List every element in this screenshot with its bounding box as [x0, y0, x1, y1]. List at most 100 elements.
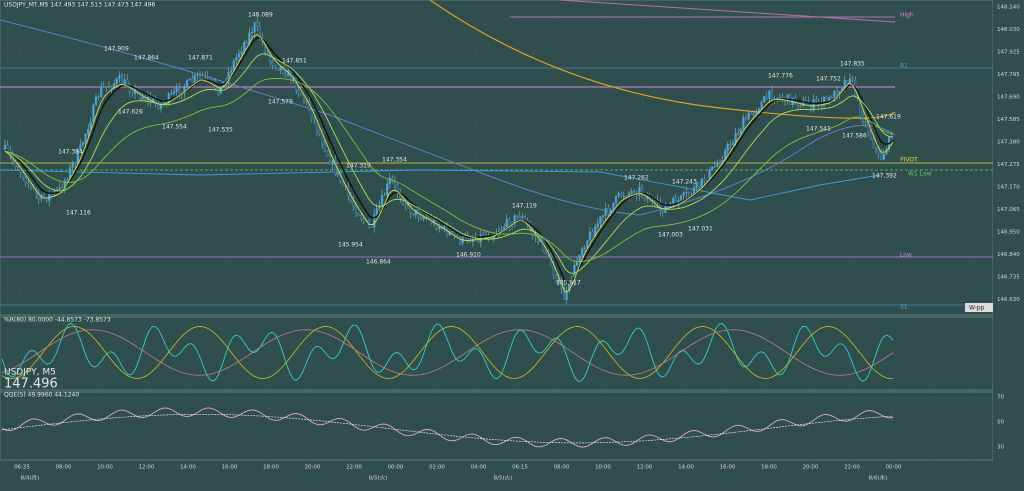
time-label: 16:00	[720, 465, 736, 471]
price-annotation: 147.354	[382, 157, 407, 164]
candle	[744, 117, 748, 120]
candle	[227, 72, 230, 83]
candle	[880, 153, 883, 160]
date-label: 8/4(月)	[21, 475, 40, 482]
candle	[438, 226, 441, 229]
candle	[318, 130, 321, 135]
time-label: 22:00	[844, 465, 860, 471]
candle	[185, 79, 189, 88]
candle	[300, 93, 303, 97]
candle	[19, 169, 22, 173]
candle	[66, 179, 69, 181]
main-panel	[0, 0, 994, 316]
candle	[822, 96, 826, 106]
price-annotation: 147.554	[162, 124, 187, 131]
candle	[713, 166, 716, 168]
candle	[284, 73, 287, 77]
qqe-axis-label: 50	[997, 420, 1004, 426]
candle	[383, 194, 386, 196]
price-annotation: 147.116	[66, 210, 91, 217]
osc-line	[1, 326, 894, 379]
candle	[58, 187, 61, 190]
candle	[16, 166, 20, 170]
time-label: 12:00	[139, 465, 155, 471]
candle	[419, 217, 423, 220]
candle	[313, 118, 316, 121]
candle	[63, 180, 66, 190]
candle	[198, 74, 202, 75]
candle	[685, 192, 688, 193]
candle	[815, 99, 818, 102]
level-label: S1	[900, 304, 908, 311]
candle	[89, 121, 92, 130]
level-label: W-pp	[969, 305, 985, 312]
time-label: 06:15	[512, 465, 528, 471]
step-line	[0, 169, 881, 201]
price-axis	[993, 0, 1024, 491]
time-label: 22:00	[346, 465, 362, 471]
candle	[297, 90, 300, 94]
candle	[716, 163, 719, 167]
candle	[755, 112, 758, 115]
qqe-axis-label: 30	[997, 445, 1004, 451]
candle	[295, 77, 298, 91]
time-label: 12:00	[637, 465, 653, 471]
time-label: 20:00	[305, 465, 321, 471]
candle	[625, 196, 628, 198]
candle	[373, 214, 376, 228]
price-annotation: 147.835	[840, 61, 865, 68]
candle	[256, 22, 259, 27]
price-label: 146.950	[997, 230, 1020, 236]
candle	[87, 129, 90, 135]
price-label: 147.795	[997, 72, 1020, 78]
candle	[739, 129, 742, 134]
r-symbol: USDJPY, M5	[4, 368, 56, 378]
candle	[120, 75, 124, 84]
candle	[331, 160, 334, 165]
level-label: W1 Low	[908, 171, 932, 178]
candle	[555, 274, 558, 283]
candle	[578, 255, 581, 262]
time-label: 04:00	[471, 465, 487, 471]
ma-line	[4, 33, 894, 293]
candle	[737, 133, 740, 134]
qqe-title: QQE(5) 49.9960 44.1240	[4, 392, 79, 399]
ma-line	[4, 53, 894, 274]
candle	[266, 51, 269, 54]
candle	[243, 42, 246, 52]
level-label: PIVOT	[900, 157, 918, 164]
candle	[232, 60, 235, 71]
candle	[271, 60, 274, 66]
price-annotation: 147.586	[842, 133, 867, 140]
candle	[191, 78, 194, 83]
candle	[607, 208, 610, 214]
time-label: 16:00	[222, 465, 238, 471]
time-label: 06:35	[14, 465, 30, 471]
candle	[596, 223, 599, 228]
candle	[726, 143, 729, 151]
pink-ma	[559, 0, 896, 23]
candle	[877, 148, 880, 154]
candle	[617, 192, 620, 197]
candle	[469, 241, 472, 243]
candle	[692, 187, 696, 194]
grid	[0, 0, 993, 460]
candle	[204, 75, 207, 77]
candle	[874, 147, 878, 149]
candle	[388, 177, 391, 184]
candle	[81, 142, 85, 145]
price-annotation: 147.626	[118, 109, 143, 116]
candle	[97, 96, 100, 98]
time-label: 14:00	[678, 465, 694, 471]
price-label: 148.030	[997, 27, 1020, 33]
candle	[206, 76, 209, 78]
candle	[323, 144, 326, 152]
candle	[614, 195, 618, 204]
price-label: 147.065	[997, 207, 1020, 213]
candle	[672, 198, 675, 204]
candle	[809, 105, 813, 109]
qqe-axis-label: 70	[997, 395, 1004, 401]
candle	[214, 81, 217, 89]
candle	[505, 218, 508, 227]
